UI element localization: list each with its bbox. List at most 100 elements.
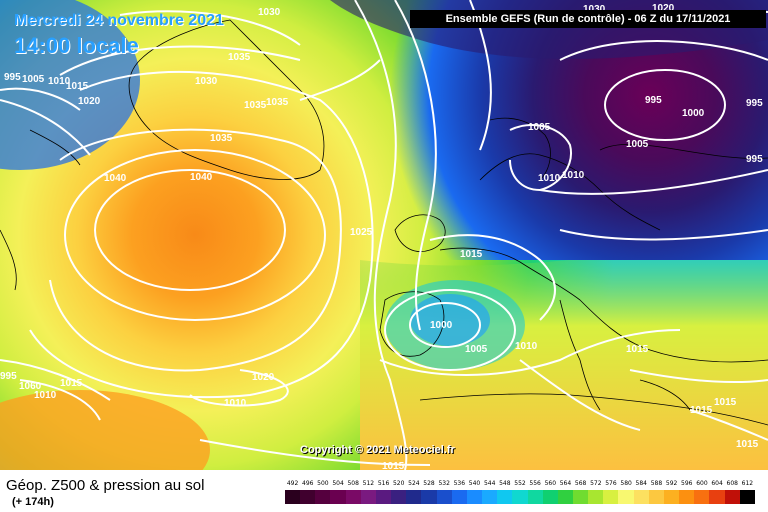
color-scale-value: 508 [347,480,359,487]
color-scale-swatch [709,490,725,504]
isobar-label: 1035 [210,133,233,144]
color-scale-labels: 492 496 500 504 508 512 516 520 524 528 532 536 540 5… [285,480,755,490]
color-scale-value: 524 [408,480,420,487]
legend: Géop. Z500 & pression au sol (+ 174h) 49… [0,470,768,512]
isobar-label: 1010 [562,170,585,181]
color-scale-value: 500 [317,480,329,487]
color-scale-swatch [648,490,664,504]
color-scale-swatch [285,490,301,504]
color-scale-value: 568 [574,480,587,487]
color-scale-value: 576 [605,480,617,487]
color-scale-value: 588 [650,480,663,487]
color-scale-swatch [588,490,604,504]
isobar-label: 1000 [430,320,453,331]
isobar-label: 1035 [266,97,289,108]
isobar-label: 1005 [465,344,488,355]
color-scale-value: 552 [514,480,526,487]
color-scale-swatch [572,490,589,504]
color-scale-swatch [739,490,755,504]
color-scale-value: 612 [741,480,754,487]
isobar-label: 1030 [583,4,606,15]
color-scale-swatch [557,490,573,504]
isobar-label: 1010 [224,398,247,409]
color-scale-swatch [633,490,649,504]
color-scale-value: 564 [559,480,572,487]
isobar-label: 995 [746,98,763,109]
isobar-label: 1015 [460,249,483,260]
isobar-label: 1040 [104,173,127,184]
color-scale-swatch [679,490,695,504]
color-scale-value: 600 [696,480,708,487]
color-scale-value: 536 [453,480,466,487]
isobar-label: 1015 [66,81,89,92]
color-scale-value: 584 [635,480,647,487]
color-scale-swatch [482,490,498,504]
color-scale-swatch [330,490,346,504]
isobar-label: 1010 [515,341,538,352]
isobar-label: 1015 [714,397,737,408]
color-scale-value: 532 [438,480,450,487]
color-scale-value: 608 [726,480,738,487]
color-scale-swatch [300,490,316,504]
color-scale-swatch [315,490,331,504]
color-scale-value: 604 [711,480,723,487]
color-scale-value: 496 [302,480,314,487]
color-scale-swatch [497,490,513,504]
isobar-label: 995 [645,95,662,106]
coastlines [0,19,768,426]
color-scale-value: 556 [529,480,541,487]
isobar-label: 1035 [244,100,267,111]
color-scale-swatch [542,490,558,504]
isobar-label: 995 [0,371,17,382]
color-scale-swatch [345,490,361,504]
color-scale-value: 520 [392,480,405,487]
color-scale-swatch [406,490,422,504]
isobar-label: 1015 [626,344,649,355]
color-scale-value: 580 [620,480,632,487]
forecast-lead-time: (+ 174h) [12,496,54,508]
color-scale-swatch [527,490,543,504]
color-scale-value: 492 [286,480,299,487]
isobar-label: 1030 [258,7,281,18]
color-scale-value: 516 [377,480,390,487]
isobar-label: 1005 [22,74,45,85]
weather-map: 995 1005 1010 1015 1020 1030 1035 1035 1… [0,0,768,470]
isobar-label: 995 [4,72,21,83]
color-scale-value: 596 [681,480,693,487]
color-scale-swatch [663,490,680,504]
color-scale-value: 528 [423,480,435,487]
color-scale-swatch [421,490,437,504]
isobar-label: 1010 [538,173,561,184]
isobar-label: 1010 [34,390,57,401]
color-scale-swatch [603,490,619,504]
isobar-label: 1020 [252,372,275,383]
isobar-label: 1015 [60,378,83,389]
isobars [0,0,768,470]
isobar-label: 1035 [228,52,251,63]
color-scale-value: 512 [362,480,375,487]
color-scale-swatch [391,490,407,504]
color-scale-swatch [618,490,634,504]
color-scale-swatch [375,490,392,504]
geopotential-field: 995 1005 1010 1015 1020 1030 1035 1035 1… [0,0,768,470]
isobar-label: 1015 [736,439,759,450]
color-scale-swatch [466,490,483,504]
color-scale-swatch [724,490,740,504]
color-scale-swatch [436,490,452,504]
color-scale-value: 560 [544,480,557,487]
isobar-label: 1020 [652,3,675,14]
isobar-label: 1000 [682,108,705,119]
color-scale-value: 572 [590,480,602,487]
isobar-labels: 995 1005 1010 1015 1020 1030 1035 1035 1… [0,3,763,470]
forecast-time: 14:00 locale [14,33,139,58]
color-scale-swatch [512,490,528,504]
color-scale-value: 548 [499,480,511,487]
isobar-label: 1005 [626,139,649,150]
forecast-date: Mercredi 24 novembre 2021 [14,12,224,29]
color-scale-swatch [360,490,376,504]
isobar-label: 1025 [350,227,373,238]
model-run-label: Ensemble GEFS (Run de contrôle) - 06 Z d… [410,10,766,28]
color-scale-bar [285,490,755,504]
color-scale-value: 592 [665,480,678,487]
isobar-label: 1020 [78,96,101,107]
